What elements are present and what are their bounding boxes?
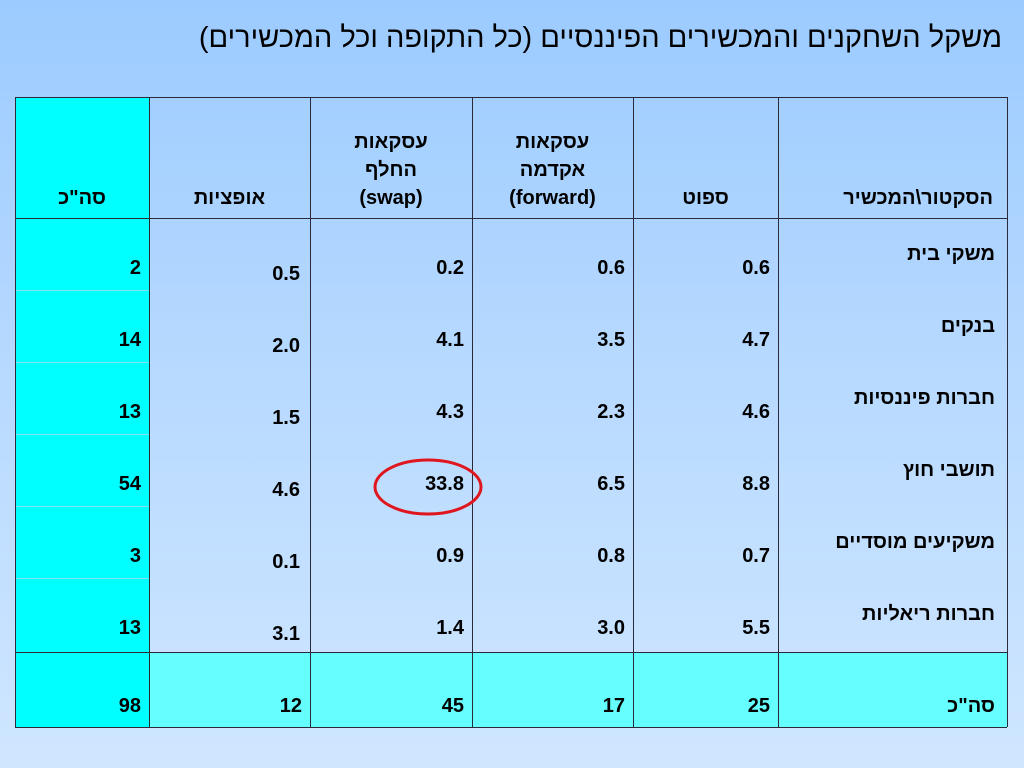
column-border	[310, 97, 311, 727]
row-label: חברות פיננסיות	[854, 387, 995, 409]
row-border	[15, 652, 1007, 653]
cell-value: 0.5	[272, 263, 300, 285]
cell-value: 3.1	[272, 623, 300, 645]
row-separator	[15, 362, 149, 363]
cell-value: 6.5	[597, 473, 625, 495]
cell-value: 3.0	[597, 617, 625, 639]
cell-value: 2.0	[272, 335, 300, 357]
row-label: בנקים	[940, 315, 995, 337]
column-header: הסקטור\המכשיר	[843, 187, 993, 209]
cell-value: 54	[118, 473, 141, 495]
cell-value: 3	[129, 545, 141, 567]
total-corner-bg	[15, 652, 149, 727]
cell-value: 0.6	[742, 257, 770, 279]
row-label: תושבי חוץ	[903, 459, 995, 481]
column-border	[472, 97, 473, 727]
cell-value: 4.7	[742, 329, 770, 351]
row-separator	[15, 434, 149, 435]
cell-value: 4.6	[272, 479, 300, 501]
row-label: משקי בית	[907, 243, 995, 265]
cell-value: 4.6	[742, 401, 770, 423]
row-separator	[15, 506, 149, 507]
row-separator	[15, 290, 149, 291]
cell-value: 0.1	[272, 551, 300, 573]
cell-value: 0.2	[436, 257, 464, 279]
total-value: 25	[747, 695, 770, 717]
column-header: אופציות	[193, 187, 266, 209]
column-header: עסקאות אקדמה (forward)	[509, 131, 596, 209]
row-border	[15, 727, 1007, 728]
total-value: 17	[602, 695, 625, 717]
row-label: חברות ריאליות	[862, 603, 995, 625]
cell-value: 2	[129, 257, 141, 279]
cell-value: 0.6	[597, 257, 625, 279]
cell-value: 1.4	[436, 617, 464, 639]
column-header: עסקאות החלף (swap)	[354, 131, 428, 209]
cell-value: 3.5	[597, 329, 625, 351]
cell-value: 13	[118, 401, 141, 423]
column-border	[15, 97, 16, 727]
total-row-bg	[149, 652, 1007, 727]
cell-value: 1.5	[272, 407, 300, 429]
column-header: סה"כ	[58, 187, 106, 209]
cell-value: 0.8	[597, 545, 625, 567]
cell-value: 0.9	[436, 545, 464, 567]
cell-value: 2.3	[597, 401, 625, 423]
cell-value: 4.3	[436, 401, 464, 423]
column-border	[778, 97, 779, 727]
column-border	[1007, 97, 1008, 727]
highlight-circle	[373, 458, 483, 516]
column-header: ספוט	[682, 187, 729, 209]
cell-value: 8.8	[742, 473, 770, 495]
column-border	[633, 97, 634, 727]
row-label: משקיעים מוסדיים	[835, 531, 995, 553]
cell-value: 13	[118, 617, 141, 639]
row-separator	[15, 578, 149, 579]
column-border	[149, 97, 150, 727]
total-column-bg	[15, 97, 149, 652]
row-border	[15, 97, 1007, 98]
cell-value: 5.5	[742, 617, 770, 639]
total-label: סה"כ	[947, 695, 995, 717]
cell-value: 4.1	[436, 329, 464, 351]
total-value: 45	[441, 695, 464, 717]
slide-title: משקל השחקנים והמכשירים הפיננסיים (כל התק…	[198, 22, 1002, 54]
cell-value: 33.8	[425, 473, 464, 495]
cell-value: 0.7	[742, 545, 770, 567]
total-value: 12	[279, 695, 302, 717]
cell-value: 14	[118, 329, 141, 351]
row-border	[15, 218, 1007, 219]
total-value: 98	[118, 695, 141, 717]
